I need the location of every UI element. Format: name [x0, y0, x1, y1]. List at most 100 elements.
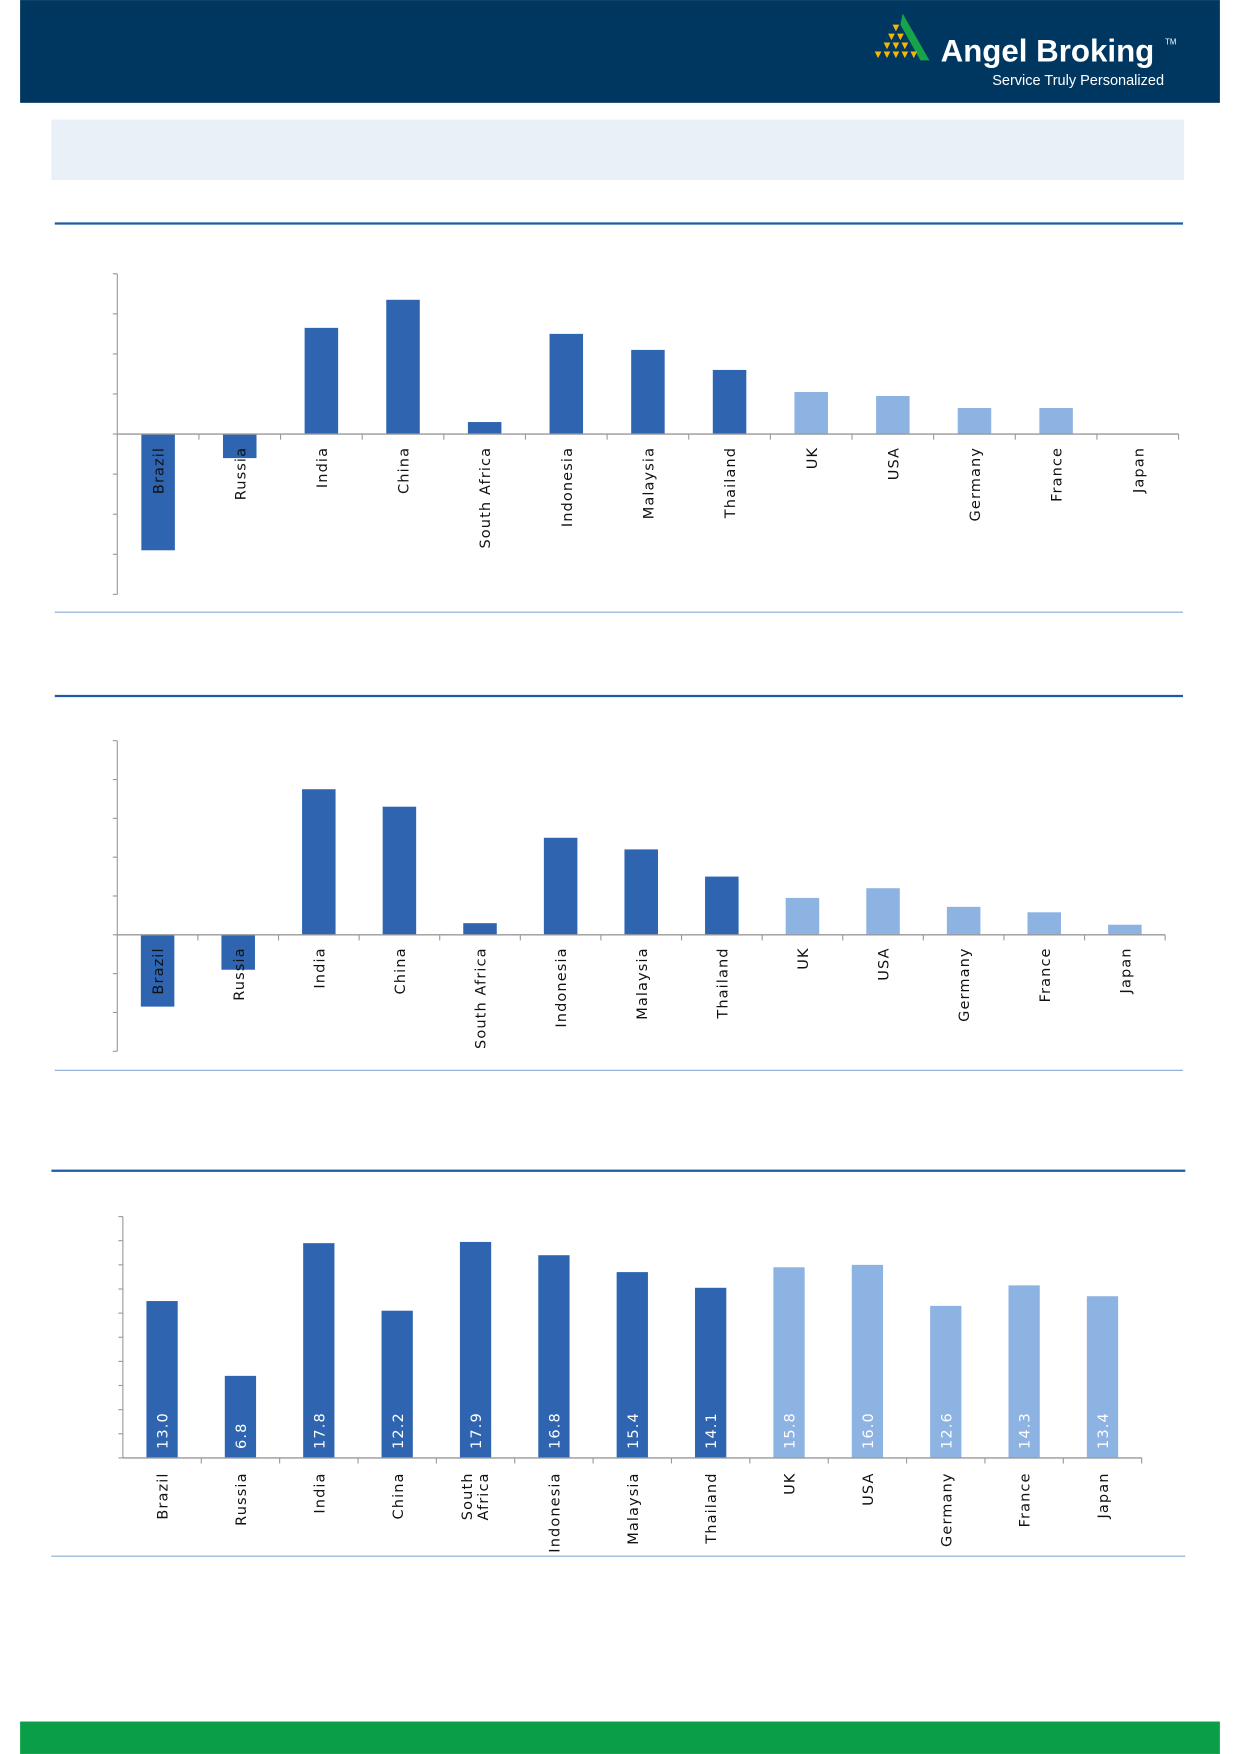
x-tick-label: SouthAfrica: [460, 1472, 492, 1520]
bar-india: [302, 789, 336, 935]
x-tick-label: Japan: [1096, 1472, 1112, 1519]
bar-usa: [866, 888, 900, 935]
bar-china: [386, 299, 420, 435]
logo-mark-icon: [874, 13, 930, 61]
data-label: 15.4: [626, 1412, 642, 1449]
data-label: 17.9: [469, 1412, 485, 1449]
chart-2: Brazil Russia India China South Africa Indone…: [112, 740, 1166, 1052]
x-tick-label: UK: [805, 447, 821, 469]
x-tick-label: France: [1038, 947, 1054, 1002]
x-tick-label: Thailand: [723, 447, 739, 519]
x-tick-label: South Africa: [474, 947, 490, 1049]
chart-1: Brazil Russia India China South Africa Indone…: [112, 273, 1180, 595]
x-tick-label: Germany: [957, 947, 973, 1022]
x-tick-label: USA: [877, 947, 893, 980]
bar-france: [1039, 408, 1073, 435]
bar-indonesia: [543, 837, 578, 935]
x-tick-label: Malaysia: [635, 947, 651, 1019]
bar-india: [303, 1243, 335, 1458]
bar-south-africa: [463, 923, 497, 935]
x-tick-label: China: [393, 947, 409, 994]
x-tick-label: Germany: [939, 1472, 955, 1547]
bar-france: [1027, 912, 1062, 935]
x-tick-label: USA: [861, 1472, 877, 1505]
bar-china: [381, 1310, 413, 1458]
bar-indonesia: [538, 1255, 570, 1458]
bar-germany: [930, 1305, 962, 1458]
bar-south-africa: [467, 422, 502, 435]
bar-uk: [785, 897, 820, 935]
title-banner: [51, 119, 1185, 180]
bar-russia: [222, 434, 257, 459]
data-label: 16.0: [861, 1412, 877, 1449]
x-tick-label: Japan: [1118, 947, 1134, 994]
bar-germany: [957, 408, 992, 435]
header-band: [20, 0, 1220, 103]
x-tick-label: UK: [796, 947, 812, 969]
x-tick-label: India: [312, 947, 328, 988]
brand-trademark: TM: [1165, 38, 1176, 47]
x-tick-label: India: [312, 1472, 328, 1513]
bar-thailand: [712, 369, 747, 435]
bar-south-africa: [459, 1241, 492, 1458]
data-label: 14.3: [1018, 1412, 1034, 1449]
bar-thailand: [705, 876, 739, 935]
x-tick-label-line: Africa: [476, 1472, 492, 1520]
data-label: 13.4: [1096, 1412, 1112, 1449]
data-label: 12.6: [939, 1412, 955, 1449]
bar-usa: [851, 1264, 884, 1458]
x-tick-label: Malaysia: [626, 1472, 642, 1544]
brand-name: Angel Broking: [941, 34, 1155, 69]
x-tick-label: Germany: [968, 447, 984, 522]
bar-malaysia: [616, 1272, 648, 1458]
bar-uk: [773, 1267, 805, 1458]
data-label: 13.0: [156, 1412, 172, 1449]
x-tick-label: Malaysia: [642, 447, 658, 519]
x-tick-label: Russia: [233, 447, 249, 500]
bar-china: [382, 806, 417, 935]
x-tick-label: USA: [886, 447, 902, 480]
bar-russia: [224, 1375, 257, 1458]
bar-brazil: [140, 934, 175, 1007]
bar-japan: [1108, 924, 1142, 935]
bar-usa: [876, 395, 910, 435]
x-tick-label: Thailand: [704, 1472, 720, 1544]
x-tick-label: South Africa: [478, 447, 494, 549]
bar-uk: [794, 391, 828, 435]
x-tick-label: Brazil: [152, 447, 168, 494]
footer-band: [20, 1721, 1220, 1754]
x-tick-label: India: [315, 447, 331, 488]
x-tick-label: Indonesia: [554, 947, 570, 1027]
x-tick-label: Indonesia: [548, 1472, 564, 1552]
data-label: 6.8: [234, 1423, 250, 1449]
bar-brazil: [141, 434, 175, 551]
chart-3: Brazil 13.0 Russia 6.8 India 17.8 China 12.2 Sou…: [118, 1216, 1143, 1553]
bar-japan: [1086, 1296, 1119, 1458]
x-tick-label: China: [391, 1472, 407, 1519]
x-tick-label: Russia: [234, 1472, 250, 1525]
x-tick-label: Brazil: [156, 1472, 172, 1519]
bar-india: [304, 327, 339, 435]
x-tick-label: China: [397, 447, 413, 494]
bar-indonesia: [549, 333, 584, 435]
brand-logo: Angel Broking TM Service Truly Personali…: [874, 13, 1176, 89]
bar-malaysia: [631, 349, 665, 435]
x-tick-label: Indonesia: [560, 447, 576, 527]
brand-tagline: Service Truly Personalized: [992, 73, 1164, 89]
x-tick-label: France: [1018, 1472, 1034, 1527]
x-tick-label: UK: [783, 1472, 799, 1494]
x-tick-label: France: [1050, 447, 1066, 502]
bar-russia: [221, 934, 255, 970]
x-tick-label: Russia: [232, 947, 248, 1000]
x-tick-label: Thailand: [715, 947, 731, 1019]
data-label: 16.8: [548, 1412, 564, 1449]
data-label: 15.8: [783, 1412, 799, 1449]
x-tick-label: Brazil: [151, 947, 167, 994]
x-tick-label: Japan: [1131, 447, 1147, 494]
bar-germany: [946, 906, 981, 935]
data-label: 12.2: [391, 1412, 407, 1449]
data-label: 17.8: [312, 1412, 328, 1449]
bar-brazil: [146, 1301, 178, 1458]
bar-thailand: [695, 1287, 727, 1458]
